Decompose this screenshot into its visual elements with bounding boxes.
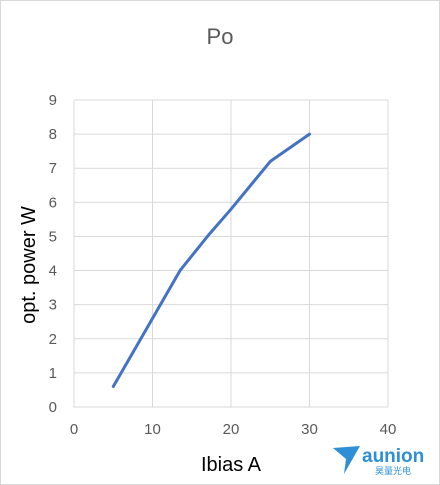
x-tick-label: 40 (380, 421, 397, 438)
x-tick-labels: 0 10 20 30 40 (70, 421, 397, 438)
chart-title: Po (207, 24, 234, 49)
y-tick-label: 2 (49, 331, 57, 348)
y-axis-label: opt. power W (18, 206, 40, 324)
series-line (111, 132, 311, 388)
logo-text: aunion (362, 446, 424, 467)
y-tick-label: 5 (49, 228, 57, 245)
x-axis-label: Ibias A (201, 454, 262, 476)
y-tick-labels: 0 1 2 3 4 5 6 7 8 9 (49, 92, 57, 416)
y-tick-label: 3 (49, 297, 57, 314)
logo-subtext: 昊量光电 (375, 465, 411, 476)
y-tick-label: 6 (49, 194, 57, 211)
logo-arrow-icon (333, 446, 360, 474)
y-tick-label: 1 (49, 365, 57, 382)
aunion-logo: aunion 昊量光电 (333, 446, 424, 476)
x-tick-label: 30 (301, 421, 318, 438)
y-tick-label: 7 (49, 160, 57, 177)
y-tick-label: 8 (49, 126, 57, 143)
y-tick-label: 9 (49, 92, 57, 109)
x-tick-label: 0 (70, 421, 78, 438)
x-tick-label: 20 (223, 421, 240, 438)
series-group (111, 132, 311, 388)
x-tick-label: 10 (144, 421, 161, 438)
grid (73, 99, 389, 408)
y-tick-label: 4 (49, 263, 57, 280)
y-tick-label: 0 (49, 399, 57, 416)
